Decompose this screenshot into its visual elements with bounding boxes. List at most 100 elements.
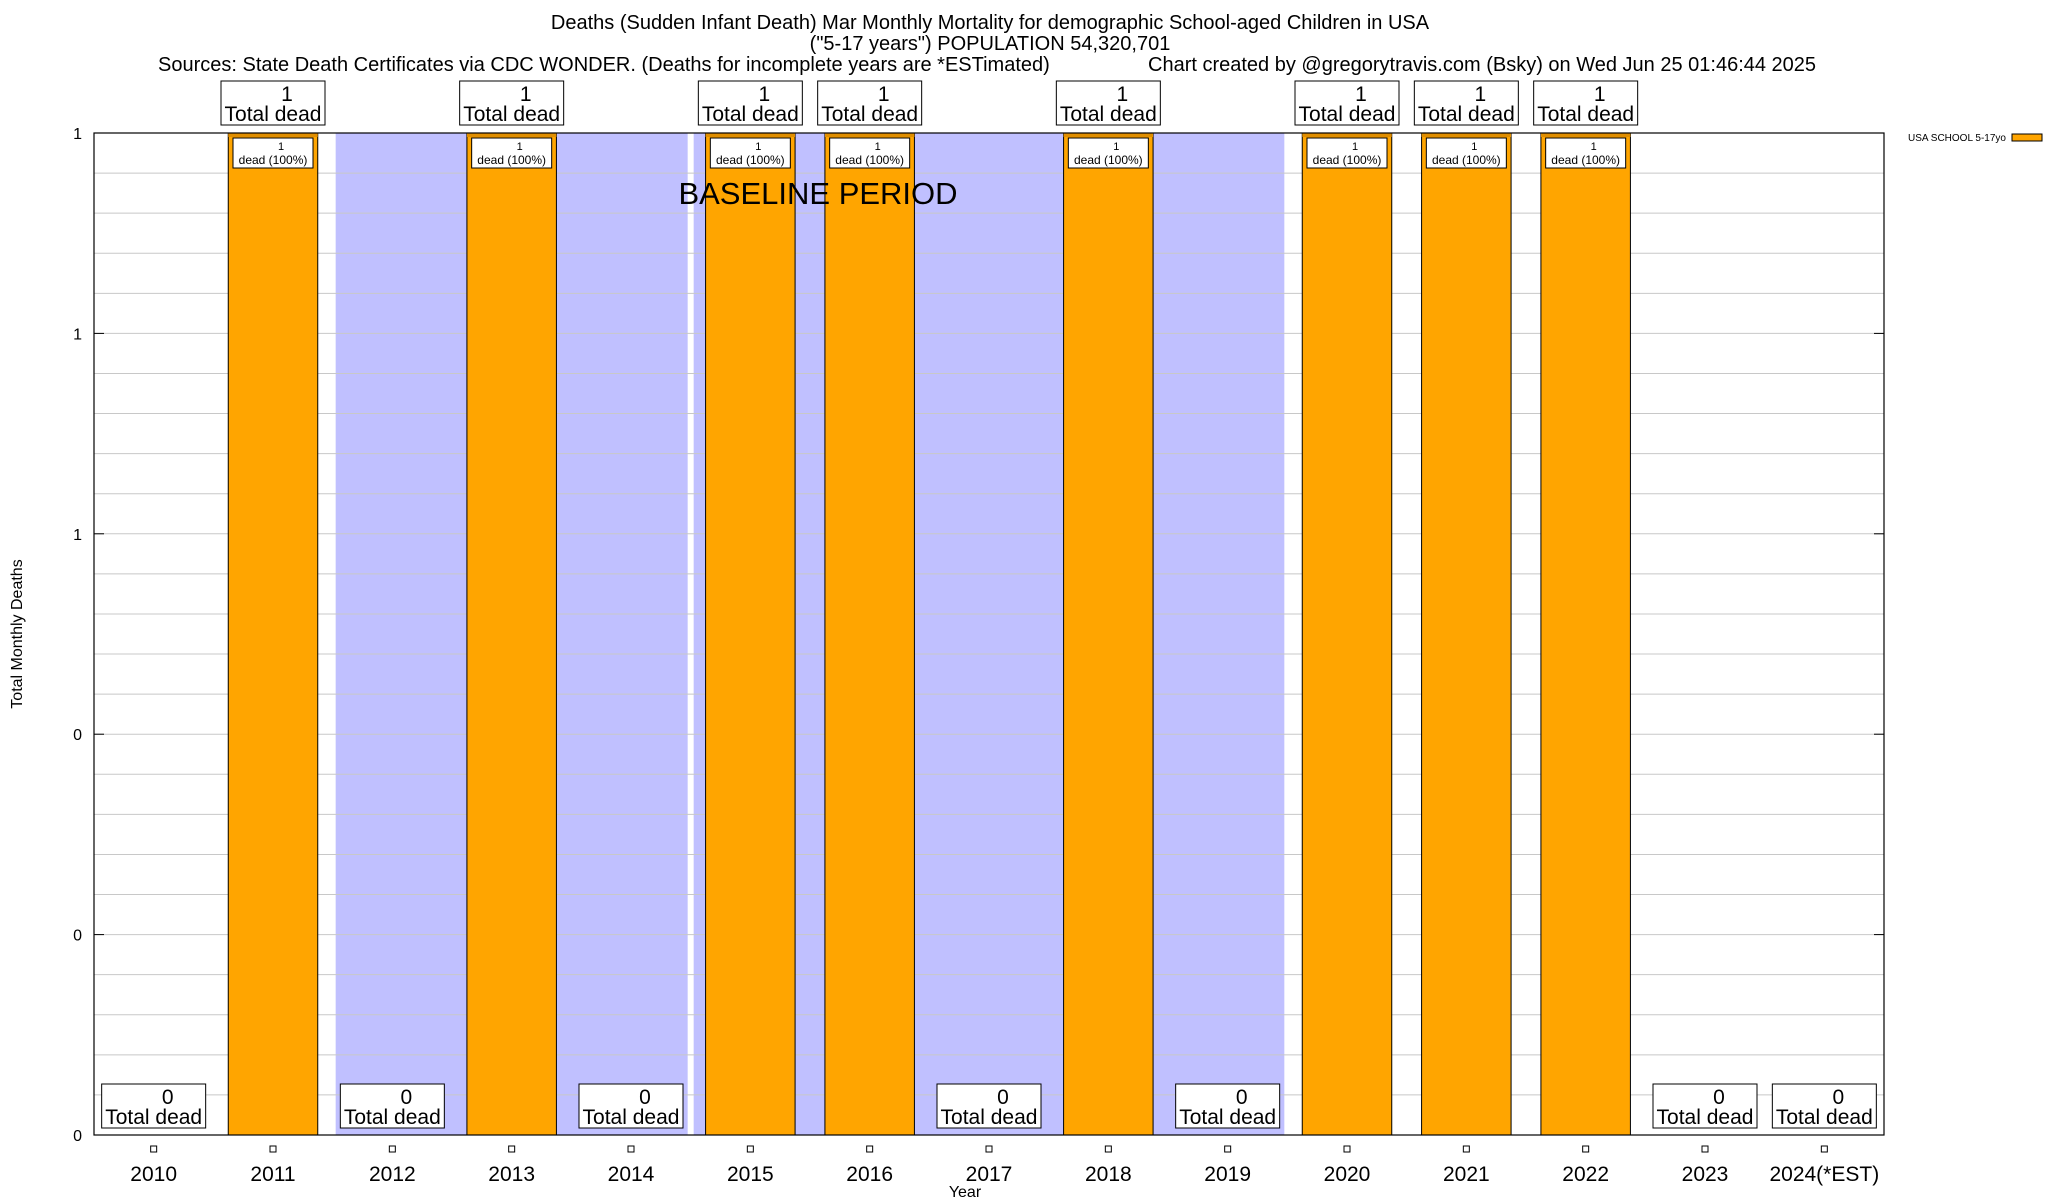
chart-sources: Sources: State Death Certificates via CD…	[158, 54, 1050, 76]
total-dead-text: Total dead	[1418, 103, 1515, 126]
total-dead-count: 1	[878, 83, 890, 106]
total-dead-frame	[1652, 1083, 1758, 1129]
x-tick-label: 2015	[727, 1163, 774, 1186]
bar-top-2013	[466, 133, 557, 137]
total-dead-text: Total dead	[1776, 1106, 1873, 1129]
total-dead-frame	[1533, 80, 1639, 126]
y-tick-label: 0	[73, 727, 82, 744]
inner-label-frame	[1306, 137, 1388, 169]
inner-label-text: dead (100%)	[835, 153, 904, 167]
inner-label-frame	[829, 137, 911, 169]
baseline-period-label: BASELINE PERIOD	[678, 176, 957, 211]
total-dead-frame	[578, 1083, 684, 1129]
x-tick-marker	[627, 1145, 635, 1153]
total-dead-count: 1	[1116, 83, 1128, 106]
bar-top-2016	[824, 133, 915, 137]
total-dead-text: Total dead	[1060, 103, 1157, 126]
x-tick-marker	[1701, 1145, 1709, 1153]
total-dead-frame	[936, 1083, 1042, 1129]
total-dead-count: 1	[520, 83, 532, 106]
inner-label-frame	[709, 137, 791, 169]
total-dead-text: Total dead	[702, 103, 799, 126]
total-dead-text: Total dead	[941, 1106, 1038, 1129]
total-dead-frame	[817, 80, 923, 126]
x-tick-label: 2019	[1204, 1163, 1251, 1186]
bar-2020	[1301, 132, 1393, 1136]
bar-2021	[1421, 132, 1512, 1136]
total-dead-count: 1	[281, 83, 293, 106]
bar-2022	[1540, 132, 1631, 1136]
bar-2018	[1063, 132, 1154, 1136]
total-dead-count: 0	[1236, 1086, 1248, 1109]
inner-label-text: dead (100%)	[477, 153, 546, 167]
total-dead-frame	[1175, 1083, 1281, 1129]
total-dead-count: 0	[400, 1086, 412, 1109]
inner-label-text: dead (100%)	[1551, 153, 1620, 167]
total-dead-frame	[1055, 80, 1161, 126]
x-tick-marker	[1462, 1145, 1470, 1153]
x-tick-label: 2024(*EST)	[1769, 1163, 1879, 1186]
bar-2013	[466, 132, 557, 1136]
x-axis-label: Year	[949, 1184, 982, 1200]
x-tick-marker	[1104, 1145, 1112, 1153]
legend-swatch	[2011, 133, 2043, 142]
inner-label-count: 1	[517, 141, 523, 153]
total-dead-count: 0	[1832, 1086, 1844, 1109]
x-tick-label: 2012	[369, 1163, 416, 1186]
inner-label-count: 1	[278, 141, 284, 153]
x-tick-marker	[269, 1145, 277, 1153]
inner-label-frame	[1425, 137, 1507, 169]
inner-label-count: 1	[1113, 141, 1119, 153]
x-tick-marker	[1343, 1145, 1351, 1153]
total-dead-count: 1	[1474, 83, 1486, 106]
total-dead-text: Total dead	[344, 1106, 441, 1129]
total-dead-frame	[220, 80, 326, 126]
legend-label: USA SCHOOL 5-17yo	[1908, 133, 2006, 144]
chart-title: Deaths (Sudden Infant Death) Mar Monthly…	[550, 12, 1430, 34]
x-tick-label: 2013	[488, 1163, 535, 1186]
bar-top-2015	[705, 133, 796, 137]
x-tick-label: 2017	[966, 1163, 1013, 1186]
bar-top-2011	[228, 133, 318, 137]
y-tick-label: 1	[73, 326, 82, 343]
x-tick-marker	[1224, 1145, 1232, 1153]
total-dead-frame	[1413, 80, 1519, 126]
y-tick-label: 0	[73, 1128, 82, 1145]
bar-2016	[824, 132, 915, 1136]
y-tick-label: 0	[73, 928, 82, 945]
inner-label-text: dead (100%)	[1432, 153, 1501, 167]
total-dead-count: 0	[1713, 1086, 1725, 1109]
total-dead-text: Total dead	[1179, 1106, 1276, 1129]
x-tick-marker	[508, 1145, 516, 1153]
x-tick-label: 2021	[1443, 1163, 1490, 1186]
bar-2011	[227, 132, 319, 1136]
x-tick-label: 2010	[130, 1163, 177, 1186]
inner-label-count: 1	[1352, 141, 1358, 153]
x-tick-label: 2020	[1324, 1163, 1371, 1186]
inner-label-count: 1	[755, 141, 761, 153]
inner-label-count: 1	[1471, 141, 1477, 153]
total-dead-count: 0	[639, 1086, 651, 1109]
y-tick-label: 1	[73, 126, 82, 143]
total-dead-frame	[1294, 80, 1400, 126]
total-dead-count: 1	[1355, 83, 1367, 106]
x-tick-label: 2023	[1682, 1163, 1729, 1186]
x-tick-marker	[1582, 1145, 1590, 1153]
total-dead-text: Total dead	[583, 1106, 680, 1129]
bar-top-2021	[1421, 133, 1512, 137]
